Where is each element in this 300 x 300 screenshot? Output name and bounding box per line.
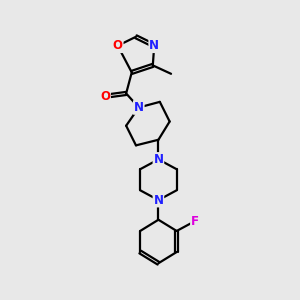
Text: O: O [113,39,123,52]
Text: O: O [100,90,110,103]
Text: F: F [191,214,199,228]
Text: N: N [149,39,159,52]
Text: N: N [153,194,164,207]
Text: N: N [134,101,144,114]
Text: N: N [153,153,164,166]
